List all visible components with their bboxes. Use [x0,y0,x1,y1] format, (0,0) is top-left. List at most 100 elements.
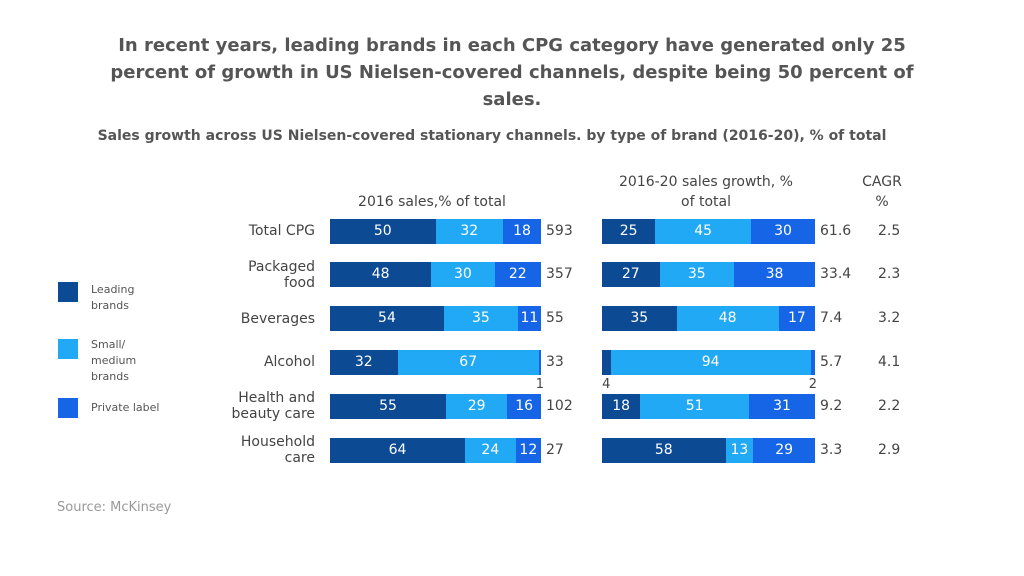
total-value: 5.7 [820,353,843,370]
bar-segment [602,218,656,244]
category-label: Household care [240,434,315,466]
total-value: 61.6 [820,222,852,239]
value-label: 1 [535,376,545,392]
bar-segment [676,306,779,332]
total-value: 9.2 [820,397,843,414]
bar-segment [602,437,726,463]
bar-segment [503,218,541,244]
bar-segment [659,262,735,288]
total-value: 33 [546,353,564,370]
bar-segment [538,349,541,375]
value-label: 32 [354,353,373,370]
bar-segment [602,306,677,332]
total-value: 33.4 [820,266,852,283]
total-value: 357 [546,266,573,283]
cagr-value: 2.3 [878,266,901,283]
legend-swatch [58,398,78,418]
panel-title: 2016-20 sales growth, % of total [619,174,793,210]
value-label: 13 [730,441,749,458]
value-label: 51 [685,397,704,414]
bar-segment [330,437,466,463]
bar-segment [431,262,495,288]
category-label: Total CPG [248,223,315,239]
value-label: 45 [694,222,713,239]
bar-segment [655,218,752,244]
total-value: 7.4 [820,310,843,327]
subtitle: Sales growth across US Nielsen-covered s… [97,128,887,144]
bar-segment [734,262,815,288]
bar-segment [810,349,815,375]
value-label: 29 [467,397,486,414]
category-label: Beverages [240,310,315,327]
value-label: 25 [619,222,638,239]
value-label: 22 [508,266,527,283]
value-label: 31 [773,397,791,414]
legend-label: Private label [91,401,160,414]
value-label: 18 [612,397,631,414]
cagr-value: 4.1 [878,353,901,370]
bar-segment [517,306,541,332]
main-title: In recent years, leading brands in each … [110,35,914,110]
bar-segment [602,349,611,375]
total-value: 55 [546,310,564,327]
bar-segment [330,349,398,375]
value-label: 24 [481,441,500,458]
value-label: 2 [808,376,817,392]
cagr-title: CAGR % [862,174,902,210]
value-label: 4 [602,376,611,392]
bar-segment [494,262,541,288]
value-label: 17 [787,310,806,327]
category-label: Alcohol [263,354,315,371]
value-label: 30 [774,222,792,239]
bar-segment [435,218,504,244]
bar-segment [465,437,516,463]
value-label: 67 [459,353,478,370]
bar-segment [330,262,432,288]
bar-segment [515,437,541,463]
legend-swatch [58,339,78,359]
cagr-value: 2.9 [878,441,901,458]
value-label: 94 [701,353,720,370]
value-label: 32 [460,222,479,239]
bar-segment [751,218,815,244]
total-value: 27 [546,441,564,458]
value-label: 35 [630,310,649,327]
bar-segment [602,393,641,419]
total-value: 593 [546,222,573,239]
legend-swatch [58,282,78,302]
bar-segment [602,262,660,288]
value-label: 64 [388,441,407,458]
bar-segment [725,437,754,463]
value-label: 54 [378,310,396,327]
value-label: 58 [654,441,673,458]
value-label: 27 [621,266,640,283]
value-label: 35 [687,266,706,283]
bar-segment [610,349,811,375]
bar-segment [330,306,444,332]
bar-segment [397,349,539,375]
value-label: 18 [513,222,531,239]
cagr-value: 3.2 [878,310,901,327]
value-label: 55 [379,397,397,414]
value-label: 12 [519,441,538,458]
value-label: 29 [775,441,794,458]
bar-segment [778,306,815,332]
bar-segment [443,306,518,332]
legend-label: Small/ medium brands [91,338,137,383]
value-label: 16 [515,397,534,414]
total-value: 102 [546,397,573,414]
cagr-value: 2.2 [878,397,901,414]
bar-segment [507,393,541,419]
bar-segment [748,393,815,419]
category-label: Health and beauty care [231,390,315,423]
bar-segment [640,393,749,419]
value-label: 48 [718,310,737,327]
bar-segment [330,218,436,244]
category-label: Packaged food [248,258,315,291]
value-label: 38 [765,266,784,283]
source: Source: McKinsey [57,500,172,515]
value-label: 35 [471,310,490,327]
value-label: 50 [373,222,392,239]
legend-label: Leading brands [91,283,135,312]
